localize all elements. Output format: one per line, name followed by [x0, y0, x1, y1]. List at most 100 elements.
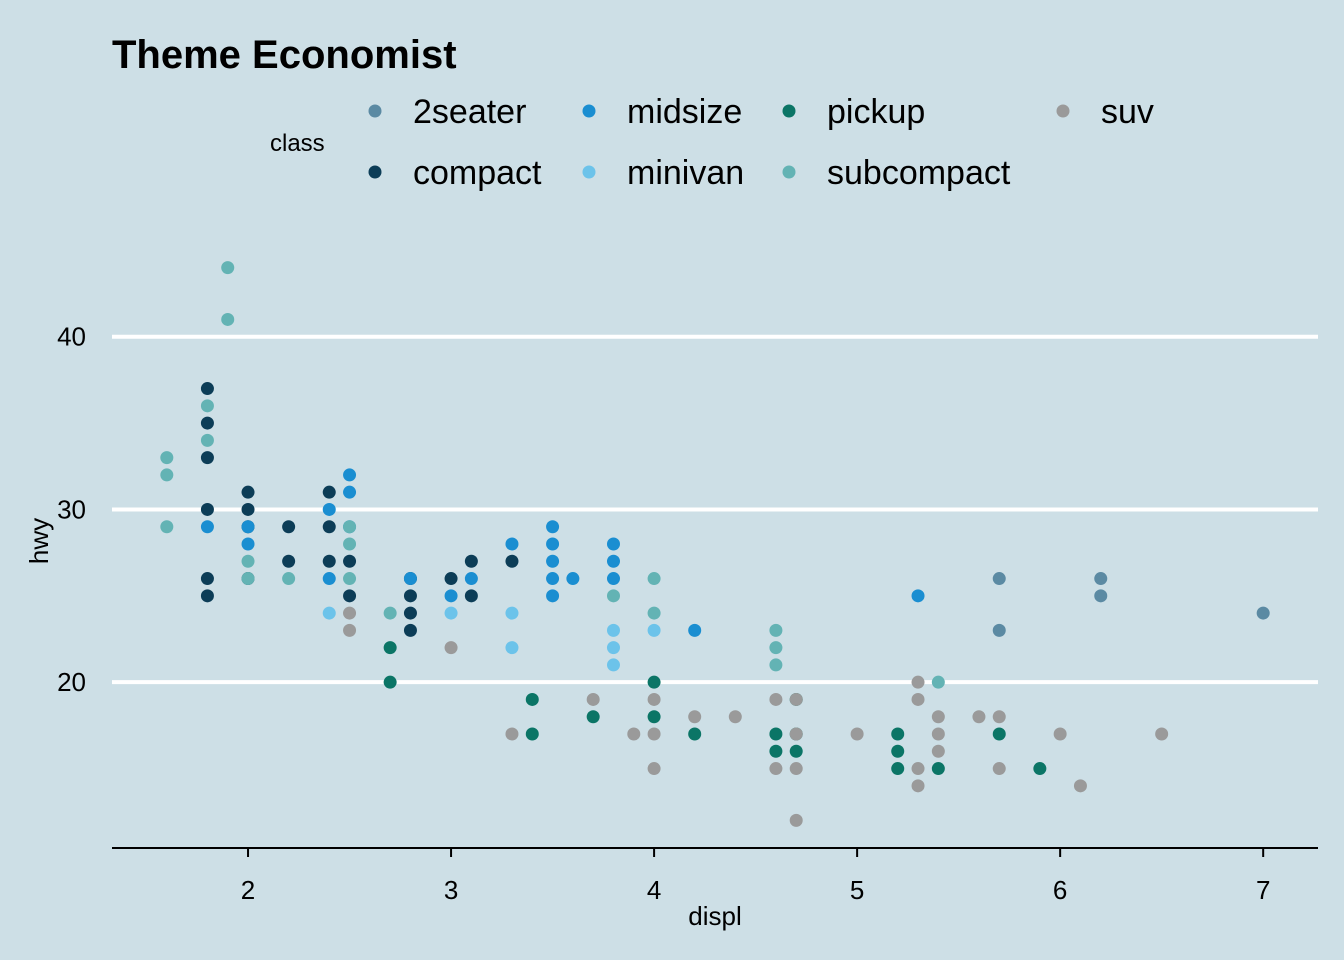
point-compact — [200, 589, 214, 603]
point-pickup — [688, 727, 702, 741]
point-compact — [200, 382, 214, 396]
point-subcompact — [241, 572, 255, 586]
legend-key-midsize — [582, 104, 596, 118]
point-2seater — [1094, 589, 1108, 603]
point-midsize — [322, 502, 336, 516]
point-suv — [1155, 727, 1169, 741]
y-tick-label-20: 20 — [57, 667, 86, 697]
point-minivan — [505, 606, 519, 620]
point-compact — [200, 572, 214, 586]
point-suv — [647, 727, 661, 741]
point-minivan — [444, 606, 458, 620]
point-compact — [200, 416, 214, 430]
point-compact — [282, 554, 296, 568]
point-midsize — [322, 572, 336, 586]
point-suv — [931, 710, 945, 724]
point-suv — [931, 727, 945, 741]
point-subcompact — [160, 520, 174, 534]
point-compact — [343, 554, 357, 568]
point-compact — [322, 485, 336, 499]
point-midsize — [200, 520, 214, 534]
point-pickup — [789, 744, 803, 758]
point-pickup — [647, 675, 661, 689]
point-midsize — [546, 520, 560, 534]
point-compact — [322, 520, 336, 534]
y-tick-label-40: 40 — [57, 322, 86, 352]
point-midsize — [606, 572, 620, 586]
point-compact — [444, 572, 458, 586]
point-suv — [343, 606, 357, 620]
point-midsize — [241, 520, 255, 534]
point-midsize — [911, 589, 925, 603]
legend: class 2seater compact midsize minivan pickup… — [270, 93, 1154, 192]
point-suv — [688, 710, 702, 724]
point-suv — [931, 744, 945, 758]
point-suv — [789, 692, 803, 706]
data-points — [160, 261, 1270, 827]
point-2seater — [1094, 572, 1108, 586]
point-pickup — [769, 744, 783, 758]
point-suv — [728, 710, 742, 724]
legend-key-subcompact — [782, 165, 796, 179]
point-minivan — [606, 623, 620, 637]
x-tick-label-2: 2 — [241, 875, 255, 905]
point-subcompact — [769, 658, 783, 672]
x-tick-label-6: 6 — [1053, 875, 1067, 905]
point-midsize — [464, 572, 478, 586]
x-tick-label-7: 7 — [1256, 875, 1270, 905]
chart-title: Theme Economist — [112, 33, 457, 77]
point-minivan — [647, 623, 661, 637]
point-suv — [627, 727, 641, 741]
point-subcompact — [200, 433, 214, 447]
point-midsize — [343, 468, 357, 482]
point-pickup — [525, 727, 539, 741]
point-suv — [1053, 727, 1067, 741]
point-suv — [647, 762, 661, 776]
point-pickup — [891, 762, 905, 776]
point-midsize — [343, 485, 357, 499]
legend-label-suv: suv — [1101, 93, 1154, 131]
point-suv — [911, 692, 925, 706]
point-suv — [850, 727, 864, 741]
point-compact — [241, 485, 255, 499]
point-pickup — [525, 692, 539, 706]
point-subcompact — [160, 468, 174, 482]
point-midsize — [505, 537, 519, 551]
point-subcompact — [769, 623, 783, 637]
point-pickup — [647, 710, 661, 724]
point-pickup — [931, 762, 945, 776]
x-axis: 2 3 4 5 6 7 — [112, 847, 1318, 905]
point-pickup — [891, 727, 905, 741]
point-subcompact — [200, 399, 214, 413]
legend-label-pickup: pickup — [827, 93, 925, 131]
point-suv — [1073, 779, 1087, 793]
point-pickup — [891, 744, 905, 758]
point-compact — [464, 554, 478, 568]
legend-key-minivan — [582, 165, 596, 179]
point-compact — [282, 520, 296, 534]
point-subcompact — [647, 606, 661, 620]
point-subcompact — [383, 606, 397, 620]
point-compact — [505, 554, 519, 568]
point-midsize — [606, 537, 620, 551]
point-suv — [647, 692, 661, 706]
point-pickup — [586, 710, 600, 724]
point-midsize — [241, 537, 255, 551]
point-subcompact — [343, 520, 357, 534]
point-minivan — [505, 641, 519, 655]
point-suv — [992, 762, 1006, 776]
legend-label-minivan: minivan — [627, 154, 744, 192]
point-suv — [972, 710, 986, 724]
point-suv — [911, 762, 925, 776]
point-subcompact — [343, 572, 357, 586]
point-subcompact — [931, 675, 945, 689]
point-compact — [343, 589, 357, 603]
point-compact — [403, 606, 417, 620]
legend-title: class — [270, 130, 325, 157]
point-compact — [464, 589, 478, 603]
point-minivan — [322, 606, 336, 620]
point-subcompact — [241, 554, 255, 568]
point-pickup — [383, 675, 397, 689]
grid-lines — [112, 334, 1318, 685]
